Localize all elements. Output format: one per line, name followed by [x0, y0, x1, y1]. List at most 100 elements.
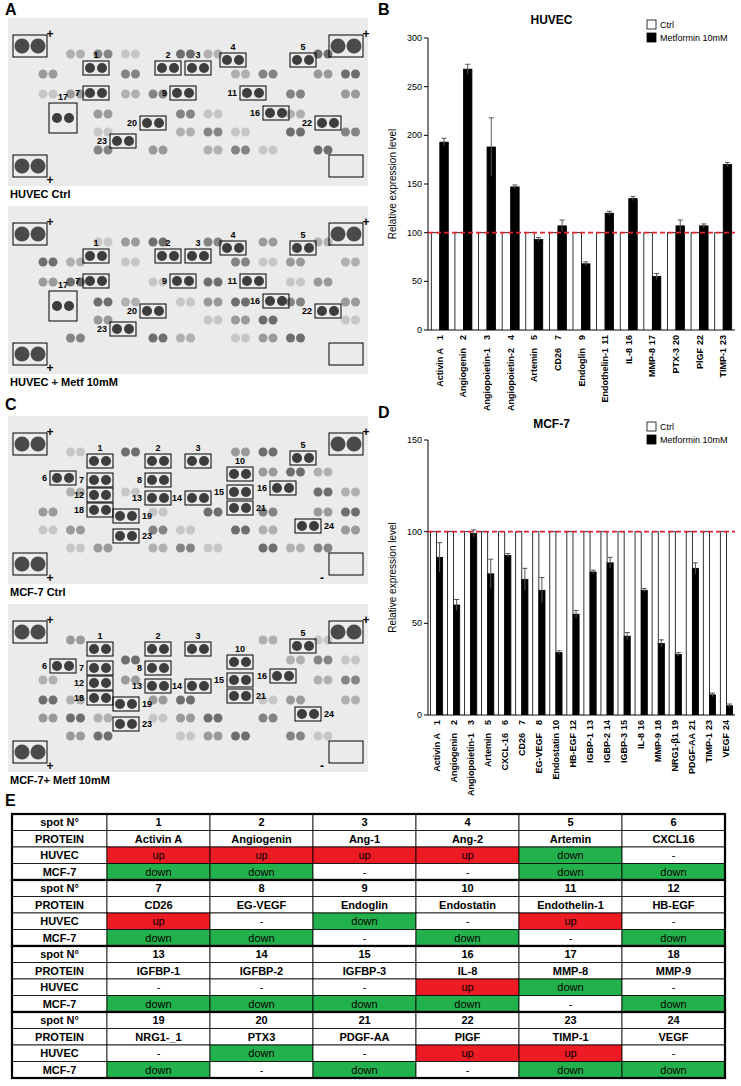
spot-label: 3	[195, 443, 200, 453]
table-text: spot N°	[40, 816, 79, 828]
bar	[440, 142, 449, 330]
x-tick-label: NRG1-β1	[670, 733, 680, 772]
table-text: HUVEC	[40, 981, 79, 993]
table-cell	[313, 979, 416, 996]
blot-dot	[159, 508, 168, 517]
error-bar	[630, 197, 635, 201]
blot-dot	[104, 544, 113, 553]
blot-dot	[104, 732, 113, 741]
blot-dot	[296, 696, 305, 705]
error-line	[473, 530, 474, 537]
x-tick-number: 8	[534, 720, 544, 725]
blot-dot	[296, 128, 305, 137]
x-tick-number: 20	[671, 335, 681, 345]
spot-dot	[89, 678, 99, 688]
blot-dot	[214, 544, 223, 553]
spot-label: 14	[172, 681, 182, 691]
table-cell	[313, 930, 416, 947]
x-tick-number: 7	[553, 335, 563, 340]
y-tick-label: 100	[407, 228, 422, 238]
reference-label: +	[362, 215, 369, 229]
x-tick-label: PDGF-AA	[687, 733, 697, 774]
blot-dot	[76, 732, 85, 741]
blot-dot	[259, 146, 268, 155]
error-cap	[727, 704, 732, 705]
blot-dot	[49, 696, 58, 705]
table-cell	[416, 880, 519, 897]
table-text: CXCL16	[652, 833, 694, 845]
table-text: down	[248, 932, 274, 944]
spot-dot	[199, 63, 209, 73]
blot-dot	[259, 468, 268, 477]
reference-box	[329, 35, 363, 57]
spot-dot	[85, 251, 95, 261]
spot-dot	[154, 118, 164, 128]
error-cap	[678, 220, 683, 221]
table-text: -	[363, 981, 367, 993]
table-text: down	[351, 915, 377, 927]
reference-dot	[331, 437, 346, 452]
table-cell	[12, 930, 107, 947]
blot-dot	[314, 278, 323, 287]
table-cell	[416, 814, 519, 831]
spot-dot	[127, 699, 137, 709]
blot-dot	[49, 70, 58, 79]
table-block: spot N°789101112PROTEINCD26EG-VEGFEndogl…	[12, 880, 725, 946]
spot-dot	[234, 243, 244, 253]
spot-box	[185, 491, 211, 505]
bar	[658, 644, 664, 716]
y-tick-label: 150	[407, 179, 422, 189]
error-line	[514, 185, 515, 189]
bar	[454, 605, 460, 715]
bar	[550, 532, 556, 715]
spot-dot	[127, 531, 137, 541]
error-bar	[574, 611, 579, 618]
spot-dot	[277, 108, 287, 118]
bar	[629, 199, 638, 330]
spot-label: 1	[93, 238, 98, 248]
table-cell	[519, 1045, 622, 1062]
table-text: 17	[564, 948, 576, 960]
blot-dot	[66, 526, 75, 535]
blot-dot	[76, 50, 85, 59]
blot-dot	[94, 732, 103, 741]
error-cap	[676, 652, 681, 653]
error-cap	[560, 220, 565, 221]
bar	[516, 532, 522, 715]
table-cell	[210, 897, 313, 914]
error-bar	[437, 543, 442, 572]
blot-dot	[314, 146, 323, 155]
spot-dot	[241, 503, 251, 513]
table-text: down	[145, 1064, 171, 1076]
panel-label: C	[5, 396, 17, 413]
blot-dot	[324, 732, 333, 741]
reference-dot	[331, 625, 346, 640]
error-line	[562, 220, 563, 232]
bar	[652, 532, 658, 715]
spot-box	[87, 676, 113, 690]
y-tick-label: 100	[407, 527, 422, 537]
blot-dot	[39, 278, 48, 287]
blot-dot	[204, 238, 213, 247]
table-cell	[12, 963, 107, 980]
table-cell	[12, 1029, 107, 1046]
spot-dot	[187, 63, 197, 73]
spot-label: 18	[74, 693, 84, 703]
bar	[573, 614, 579, 715]
spot-dot	[101, 505, 111, 515]
error-cap	[630, 196, 635, 197]
x-tick-label: Activin A	[432, 732, 442, 771]
error-line	[656, 274, 657, 280]
bar	[464, 532, 470, 715]
blot-dot	[149, 238, 158, 247]
error-cap	[583, 261, 588, 262]
blot-dot	[66, 334, 75, 343]
spot-dot	[304, 243, 314, 253]
blot-dot	[269, 468, 278, 477]
error-bar	[725, 163, 730, 167]
blot-dot	[241, 146, 250, 155]
table-text: EG-VEGF	[237, 899, 287, 911]
error-bar	[710, 693, 715, 697]
blot-dot	[214, 146, 223, 155]
table-cell	[313, 946, 416, 963]
